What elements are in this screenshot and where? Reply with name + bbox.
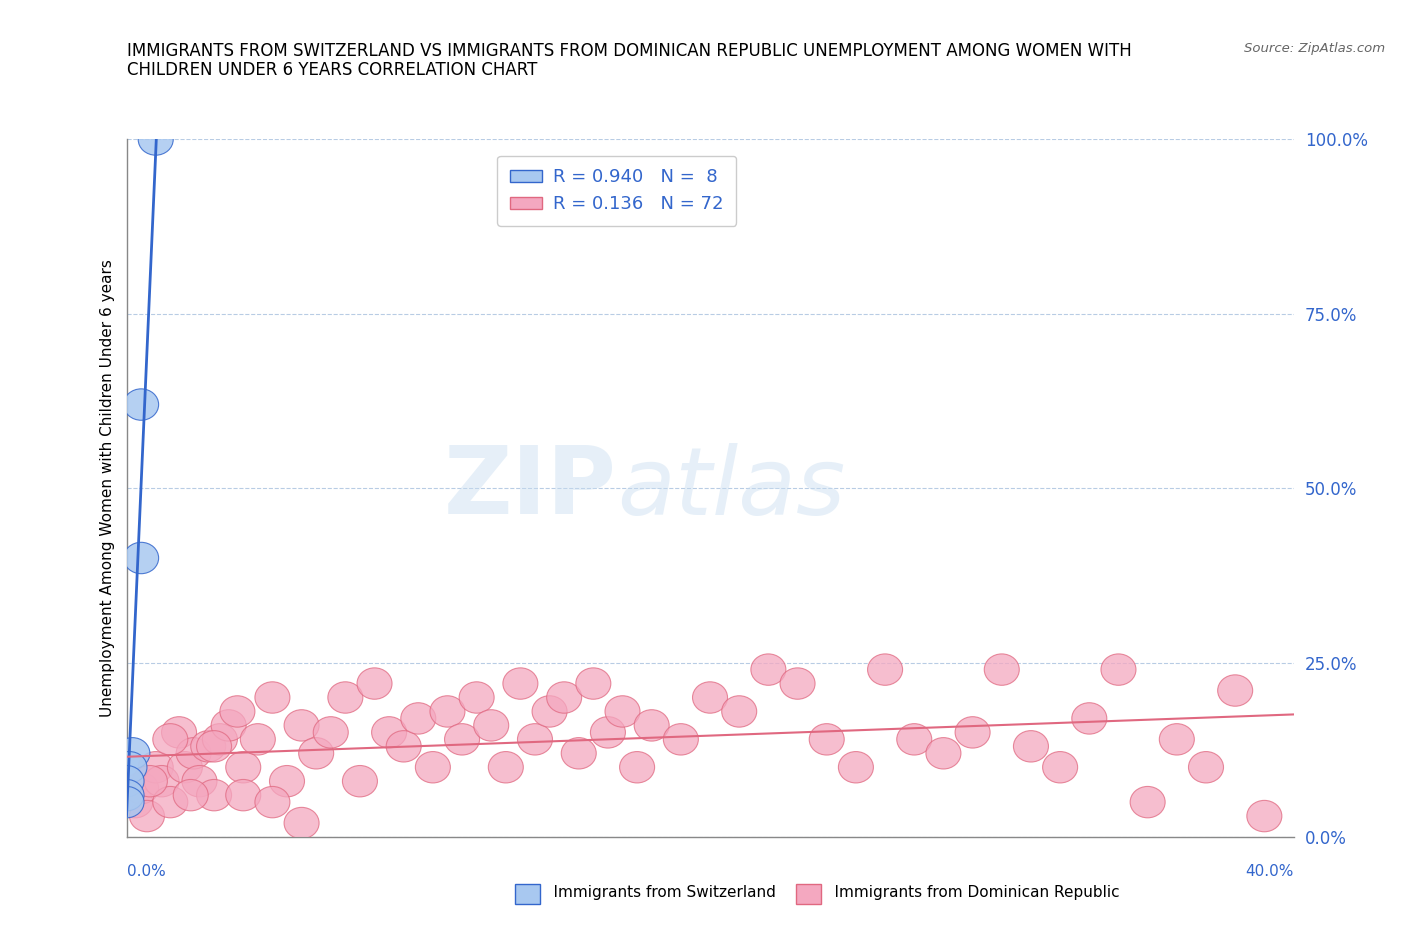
Ellipse shape bbox=[1130, 787, 1166, 817]
Ellipse shape bbox=[202, 724, 238, 755]
Ellipse shape bbox=[153, 724, 188, 755]
Ellipse shape bbox=[488, 751, 523, 783]
Ellipse shape bbox=[129, 801, 165, 831]
Ellipse shape bbox=[254, 787, 290, 817]
Text: CHILDREN UNDER 6 YEARS CORRELATION CHART: CHILDREN UNDER 6 YEARS CORRELATION CHART bbox=[127, 61, 537, 79]
Ellipse shape bbox=[191, 731, 226, 762]
Ellipse shape bbox=[181, 765, 217, 797]
Ellipse shape bbox=[197, 779, 232, 811]
Ellipse shape bbox=[1101, 654, 1136, 685]
Ellipse shape bbox=[955, 717, 990, 748]
Ellipse shape bbox=[810, 724, 844, 755]
Text: Immigrants from Switzerland: Immigrants from Switzerland bbox=[534, 885, 776, 900]
Ellipse shape bbox=[1160, 724, 1194, 755]
Ellipse shape bbox=[984, 654, 1019, 685]
Ellipse shape bbox=[124, 389, 159, 420]
Ellipse shape bbox=[284, 710, 319, 741]
Ellipse shape bbox=[927, 737, 960, 769]
Y-axis label: Unemployment Among Women with Children Under 6 years: Unemployment Among Women with Children U… bbox=[100, 259, 115, 717]
Ellipse shape bbox=[110, 779, 143, 811]
Ellipse shape bbox=[153, 787, 188, 817]
Ellipse shape bbox=[254, 682, 290, 713]
Text: ZIP: ZIP bbox=[444, 443, 617, 534]
Ellipse shape bbox=[838, 751, 873, 783]
Ellipse shape bbox=[430, 696, 465, 727]
Ellipse shape bbox=[197, 731, 232, 762]
Ellipse shape bbox=[124, 773, 159, 804]
Ellipse shape bbox=[162, 717, 197, 748]
Legend: R = 0.940   N =  8, R = 0.136   N = 72: R = 0.940 N = 8, R = 0.136 N = 72 bbox=[498, 155, 737, 226]
Ellipse shape bbox=[112, 751, 148, 783]
Text: 40.0%: 40.0% bbox=[1246, 864, 1294, 879]
Ellipse shape bbox=[110, 787, 143, 817]
Ellipse shape bbox=[270, 765, 305, 797]
Ellipse shape bbox=[634, 710, 669, 741]
Ellipse shape bbox=[591, 717, 626, 748]
Text: Source: ZipAtlas.com: Source: ZipAtlas.com bbox=[1244, 42, 1385, 55]
Ellipse shape bbox=[517, 724, 553, 755]
Ellipse shape bbox=[547, 682, 582, 713]
Ellipse shape bbox=[460, 682, 494, 713]
Ellipse shape bbox=[1247, 801, 1282, 831]
Ellipse shape bbox=[240, 724, 276, 755]
Ellipse shape bbox=[401, 703, 436, 734]
Ellipse shape bbox=[284, 807, 319, 839]
Ellipse shape bbox=[503, 668, 538, 699]
Ellipse shape bbox=[387, 731, 422, 762]
Ellipse shape bbox=[298, 737, 333, 769]
Ellipse shape bbox=[605, 696, 640, 727]
Ellipse shape bbox=[314, 717, 349, 748]
Text: 0.0%: 0.0% bbox=[127, 864, 166, 879]
Ellipse shape bbox=[620, 751, 655, 783]
Ellipse shape bbox=[693, 682, 727, 713]
Ellipse shape bbox=[897, 724, 932, 755]
Text: Immigrants from Dominican Republic: Immigrants from Dominican Republic bbox=[815, 885, 1121, 900]
Ellipse shape bbox=[138, 124, 173, 155]
Ellipse shape bbox=[751, 654, 786, 685]
Ellipse shape bbox=[531, 696, 567, 727]
Ellipse shape bbox=[1188, 751, 1223, 783]
Ellipse shape bbox=[167, 751, 202, 783]
Ellipse shape bbox=[868, 654, 903, 685]
Ellipse shape bbox=[115, 737, 150, 769]
Ellipse shape bbox=[173, 779, 208, 811]
Ellipse shape bbox=[1071, 703, 1107, 734]
Ellipse shape bbox=[444, 724, 479, 755]
Ellipse shape bbox=[780, 668, 815, 699]
Text: IMMIGRANTS FROM SWITZERLAND VS IMMIGRANTS FROM DOMINICAN REPUBLIC UNEMPLOYMENT A: IMMIGRANTS FROM SWITZERLAND VS IMMIGRANT… bbox=[127, 43, 1132, 60]
Ellipse shape bbox=[226, 779, 260, 811]
Ellipse shape bbox=[219, 696, 254, 727]
Ellipse shape bbox=[474, 710, 509, 741]
Ellipse shape bbox=[110, 765, 143, 797]
Text: atlas: atlas bbox=[617, 443, 845, 534]
Ellipse shape bbox=[721, 696, 756, 727]
Ellipse shape bbox=[1043, 751, 1077, 783]
Ellipse shape bbox=[138, 751, 173, 783]
Ellipse shape bbox=[118, 787, 153, 817]
Ellipse shape bbox=[357, 668, 392, 699]
Ellipse shape bbox=[561, 737, 596, 769]
Ellipse shape bbox=[211, 710, 246, 741]
Ellipse shape bbox=[226, 751, 260, 783]
Ellipse shape bbox=[576, 668, 610, 699]
Ellipse shape bbox=[1218, 675, 1253, 706]
Ellipse shape bbox=[343, 765, 377, 797]
Ellipse shape bbox=[415, 751, 450, 783]
Ellipse shape bbox=[143, 765, 179, 797]
Ellipse shape bbox=[1014, 731, 1049, 762]
Ellipse shape bbox=[176, 737, 211, 769]
Ellipse shape bbox=[132, 765, 167, 797]
Ellipse shape bbox=[371, 717, 406, 748]
Ellipse shape bbox=[124, 542, 159, 574]
Ellipse shape bbox=[328, 682, 363, 713]
Ellipse shape bbox=[664, 724, 699, 755]
